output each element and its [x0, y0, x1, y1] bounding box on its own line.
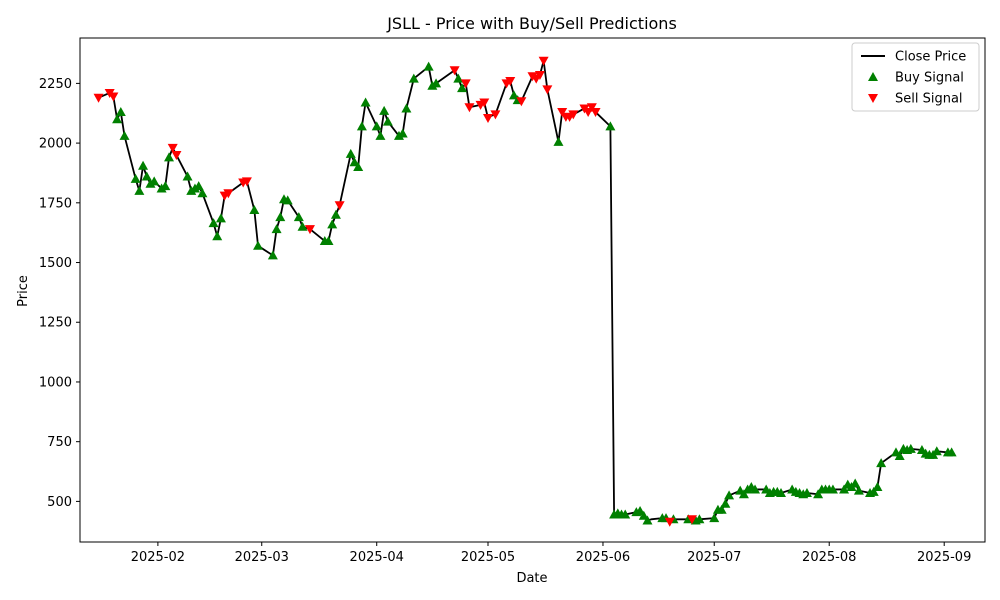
x-tick-label: 2025-06 — [576, 550, 630, 565]
buy-signal-marker — [164, 152, 174, 161]
sell-signal-marker — [542, 85, 552, 94]
buy-signal-marker — [331, 210, 341, 219]
buy-signal-marker — [720, 499, 730, 508]
buy-signal-marker — [253, 241, 263, 250]
y-tick-label: 2250 — [39, 77, 72, 92]
buy-signal-marker — [138, 161, 148, 170]
buy-signal-marker — [424, 62, 434, 71]
x-tick-label: 2025-03 — [235, 550, 289, 565]
x-tick-label: 2025-04 — [350, 550, 404, 565]
buy-signal-marker — [327, 219, 337, 228]
legend-label: Buy Signal — [895, 71, 964, 86]
buy-signal-marker — [379, 106, 389, 115]
y-axis-label: Price — [16, 275, 31, 307]
y-tick-label: 750 — [47, 435, 72, 450]
x-tick-label: 2025-05 — [461, 550, 515, 565]
buy-signal-marker — [268, 250, 278, 259]
sell-signal-marker — [335, 201, 345, 210]
buy-signal-marker — [401, 103, 411, 112]
buy-signal-marker — [375, 131, 385, 140]
y-tick-label: 1750 — [39, 196, 72, 211]
buy-signal-marker — [120, 131, 130, 140]
y-tick-label: 500 — [47, 495, 72, 510]
buy-signal-marker — [272, 224, 282, 233]
plot-area: 2025-02 2025-03 2025-04 2025-05 2025-06 2025-… — [39, 38, 985, 565]
x-tick-label: 2025-09 — [917, 550, 971, 565]
buy-signal-marker — [131, 174, 141, 183]
buy-signal-marker — [724, 490, 734, 499]
legend-label: Sell Signal — [895, 92, 963, 107]
sell-signal-marker — [464, 103, 474, 112]
buy-signal-marker — [275, 212, 285, 221]
sell-signal-marker — [171, 151, 181, 160]
y-tick-label: 1500 — [39, 256, 72, 271]
x-tick-label: 2025-07 — [687, 550, 741, 565]
buy-signal-marker — [134, 186, 144, 195]
buy-signal-marker — [372, 121, 382, 130]
buy-signal-marker — [183, 172, 193, 181]
x-tick-label: 2025-08 — [802, 550, 856, 565]
buy-signal-marker — [553, 137, 563, 146]
close-price-line — [99, 61, 952, 521]
buy-signal-marker — [116, 107, 126, 116]
sell-signal-marker — [539, 57, 549, 66]
sell-signal-marker — [94, 94, 104, 103]
buy-signal-marker — [872, 482, 882, 491]
buy-signal-marker — [209, 218, 219, 227]
buy-signal-marker — [216, 213, 226, 222]
buy-signal-marker — [249, 205, 259, 214]
buy-signal-marker — [361, 97, 371, 106]
buy-signal-marker — [383, 117, 393, 126]
buy-signal-marker — [212, 231, 222, 240]
x-axis-label: Date — [516, 571, 547, 586]
sell-signal-marker — [483, 114, 493, 123]
legend-label: Close Price — [895, 50, 966, 65]
y-tick-label: 1250 — [39, 316, 72, 331]
chart-title: JSLL - Price with Buy/Sell Predictions — [386, 14, 677, 33]
sell-signal-marker — [450, 66, 460, 75]
y-tick-label: 2000 — [39, 137, 72, 152]
buy-signal-marker — [346, 149, 356, 158]
buy-signal-marker — [357, 121, 367, 130]
y-tick-label: 1000 — [39, 375, 72, 390]
x-tick-label: 2025-02 — [131, 550, 185, 565]
buy-signal-marker — [876, 458, 886, 467]
axes-frame — [80, 38, 985, 542]
legend: Close Price Buy Signal Sell Signal — [852, 43, 979, 111]
